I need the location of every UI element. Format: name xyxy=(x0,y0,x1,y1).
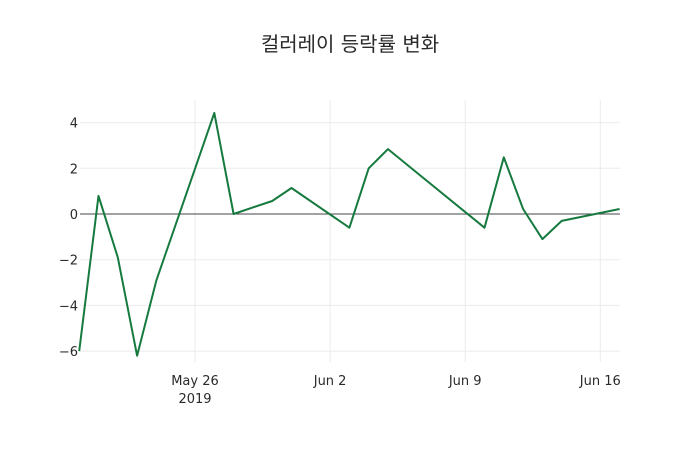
series-line xyxy=(78,112,620,357)
gridlines xyxy=(80,100,620,362)
x-axis: May 26 2019 Jun 2 Jun 9 Jun 16 xyxy=(171,374,621,407)
y-tick-label: −6 xyxy=(59,345,78,360)
y-tick-label: 4 xyxy=(70,117,78,132)
x-tick-label: May 26 xyxy=(171,374,219,389)
x-tick-label: Jun 16 xyxy=(579,374,621,389)
y-tick-label: 0 xyxy=(70,208,78,223)
y-tick-label: −2 xyxy=(59,254,78,269)
y-axis: 4 2 0 −2 −4 −6 xyxy=(59,117,78,361)
y-tick-label: 2 xyxy=(70,162,78,177)
x-tick-label: Jun 9 xyxy=(448,374,482,389)
y-tick-label: −4 xyxy=(59,299,78,314)
x-tick-label: Jun 2 xyxy=(313,374,347,389)
x-tick-sublabel: 2019 xyxy=(178,392,211,407)
chart-title: 컬러레이 등락률 변화 xyxy=(260,32,440,56)
